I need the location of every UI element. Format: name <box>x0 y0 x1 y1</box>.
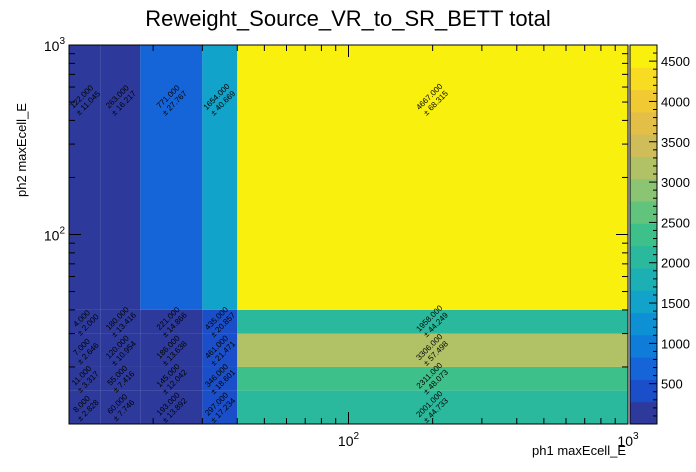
cell-label: 1654.000± 40.669 <box>202 81 238 117</box>
colorbar-band <box>630 357 657 380</box>
colorbar-band <box>630 45 657 68</box>
heatmap-cell <box>202 309 238 334</box>
y-tick-label: 103 <box>44 36 66 54</box>
colorbar-tick-label: 1500 <box>661 296 690 311</box>
x-axis-ticks: 102 103 <box>68 45 639 449</box>
heatmap-cell <box>237 366 628 391</box>
heatmap-cell <box>140 309 203 334</box>
heatmap-cell <box>69 390 101 424</box>
colorbar-tick-label: 3500 <box>661 135 690 150</box>
colorbar-tick-label: 4000 <box>661 94 690 109</box>
colorbar-tick-label: 1000 <box>661 336 690 351</box>
colorbar-band <box>630 178 657 202</box>
heatmap-cell <box>237 333 628 367</box>
heatmap-cell <box>69 333 101 367</box>
colorbar-band <box>630 89 657 113</box>
heatmap-cell <box>140 333 203 367</box>
colorbar-band <box>630 245 657 269</box>
heatmap-cell <box>237 45 628 310</box>
colorbar-band <box>630 111 657 135</box>
x-axis-label: ph1 maxEcell_E <box>532 443 626 458</box>
colorbar-band <box>630 379 657 403</box>
heatmap-cell <box>69 366 101 391</box>
heatmap-cell <box>100 45 141 310</box>
heatmap-cell <box>100 309 141 334</box>
colorbar-band <box>630 67 657 91</box>
colorbar-tick-label: 2000 <box>661 256 690 271</box>
colorbar-tick-label: 4500 <box>661 54 690 69</box>
colorbar-band <box>630 401 657 425</box>
y-tick-label: 102 <box>44 226 66 244</box>
heatmap-cells <box>69 45 628 424</box>
x-tick-label: 103 <box>617 431 639 449</box>
colorbar-band <box>630 334 657 358</box>
colorbar-tick-label: 2500 <box>661 215 690 230</box>
y-axis-label: ph2 maxEcell_E <box>14 103 29 197</box>
colorbar-band <box>630 312 657 336</box>
heatmap-cell <box>140 366 203 391</box>
x-tick-label: 102 <box>338 431 360 449</box>
heatmap-cell <box>100 333 141 367</box>
heatmap-cell <box>140 45 203 310</box>
heatmap-cell <box>69 309 101 334</box>
y-axis-ticks: 102 103 <box>44 36 628 425</box>
heatmap-cell <box>100 366 141 391</box>
colorbar-band <box>630 201 657 224</box>
colorbar-band <box>630 290 657 314</box>
colorbar-tick-label: 3000 <box>661 175 690 190</box>
chart-title: Reweight_Source_VR_to_SR_BETT total <box>145 6 551 31</box>
heatmap-cell <box>100 390 141 424</box>
colorbar-band <box>630 267 657 291</box>
colorbar-band <box>630 156 657 180</box>
colorbar-band <box>630 134 657 157</box>
heatmap-cell <box>202 390 238 424</box>
colorbar-tick-label: 500 <box>661 377 683 392</box>
heatmap-cell <box>202 333 238 367</box>
heatmap-cell <box>202 366 238 391</box>
heatmap-cell <box>202 45 238 310</box>
heatmap-cell <box>237 309 628 334</box>
color-scale-bar: 500 1000 1500 2000 2500 3000 3500 4000 4500 <box>629 44 690 425</box>
colorbar-band <box>630 223 657 247</box>
heatmap-cell <box>140 390 203 424</box>
